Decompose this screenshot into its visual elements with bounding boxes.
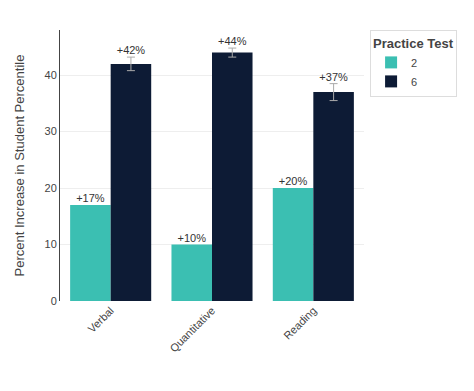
svg-text:Quantitative: Quantitative — [167, 304, 217, 354]
svg-text:+20%: +20% — [279, 175, 308, 187]
svg-text:+44%: +44% — [218, 35, 247, 47]
svg-text:+10%: +10% — [178, 232, 207, 244]
svg-text:10: 10 — [45, 238, 57, 250]
svg-text:+17%: +17% — [76, 192, 105, 204]
svg-text:Verbal: Verbal — [85, 304, 116, 335]
svg-text:2: 2 — [411, 57, 417, 69]
svg-text:40: 40 — [45, 69, 57, 81]
svg-text:6: 6 — [411, 76, 417, 88]
svg-text:Practice Test: Practice Test — [373, 36, 454, 51]
svg-text:Percent Increase in Student Pe: Percent Increase in Student Percentile — [12, 55, 27, 277]
svg-text:Reading: Reading — [281, 304, 318, 341]
svg-text:+37%: +37% — [319, 71, 348, 83]
svg-text:20: 20 — [45, 182, 57, 194]
svg-text:0: 0 — [51, 295, 57, 307]
svg-text:+42%: +42% — [117, 44, 146, 56]
svg-text:30: 30 — [45, 125, 57, 137]
